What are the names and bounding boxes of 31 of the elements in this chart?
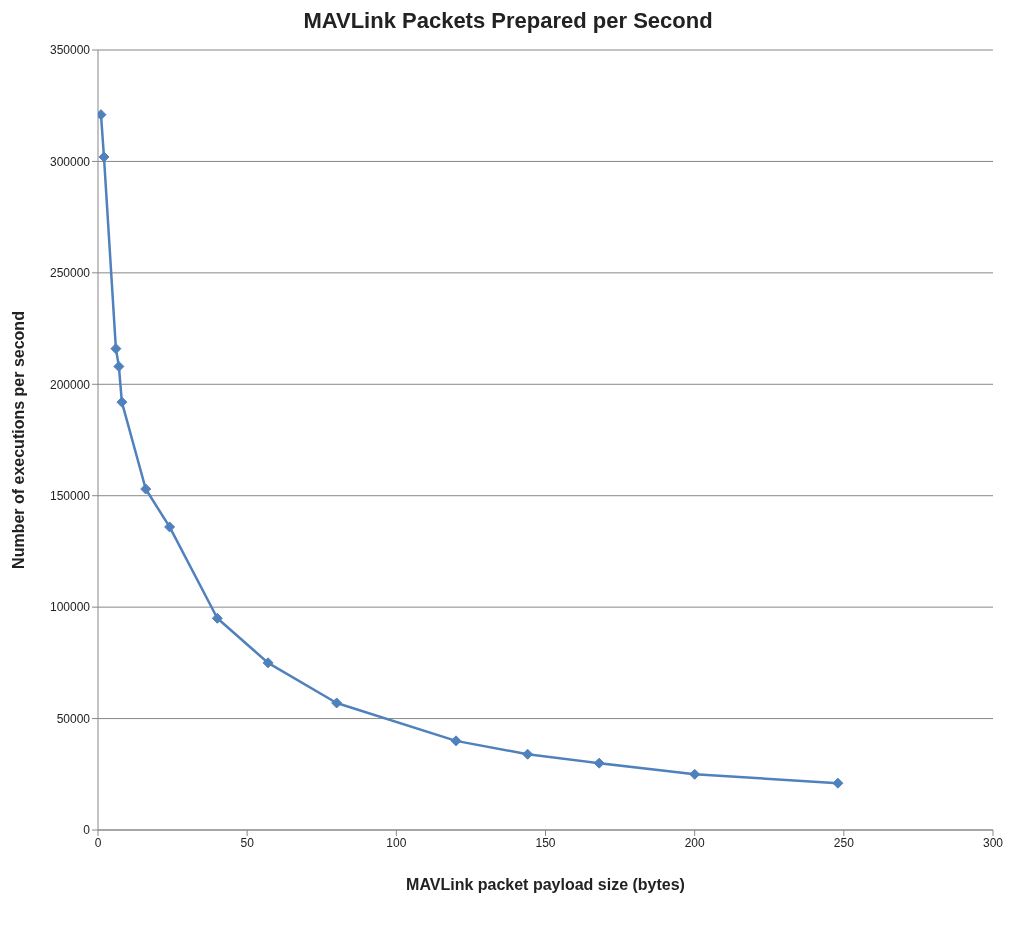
point — [116, 396, 128, 408]
point — [832, 777, 844, 789]
x-tick-label: 100 — [386, 835, 407, 850]
point — [164, 521, 176, 533]
x-tick-label: 300 — [982, 835, 1004, 850]
point — [110, 343, 122, 355]
x-tick-label: 150 — [535, 835, 556, 850]
point — [262, 657, 274, 669]
point — [450, 735, 462, 747]
y-axis-title: Number of executions per second — [9, 311, 27, 569]
point — [211, 612, 223, 624]
y-tick-label: 100000 — [49, 600, 91, 615]
point — [140, 483, 152, 495]
point — [522, 748, 534, 760]
y-tick-label: 0 — [83, 823, 91, 838]
y-tick-label: 250000 — [49, 266, 91, 281]
y-tick-label: 350000 — [49, 43, 91, 58]
point — [331, 697, 343, 709]
point — [593, 757, 605, 769]
x-tick-label: 250 — [833, 835, 855, 850]
point — [689, 768, 701, 780]
point — [113, 360, 125, 372]
y-tick-label: 150000 — [49, 488, 91, 503]
x-tick-label: 200 — [684, 835, 705, 850]
x-axis-title: MAVLink packet payload size (bytes) — [406, 876, 685, 893]
y-tick-label: 200000 — [49, 377, 91, 392]
x-tick-label: 50 — [240, 835, 255, 850]
chart-title: MAVLink Packets Prepared per Second — [302, 8, 714, 34]
y-tick-label: 300000 — [49, 154, 91, 169]
y-tick-label: 50000 — [56, 711, 91, 726]
x-tick-label: 0 — [94, 835, 102, 850]
